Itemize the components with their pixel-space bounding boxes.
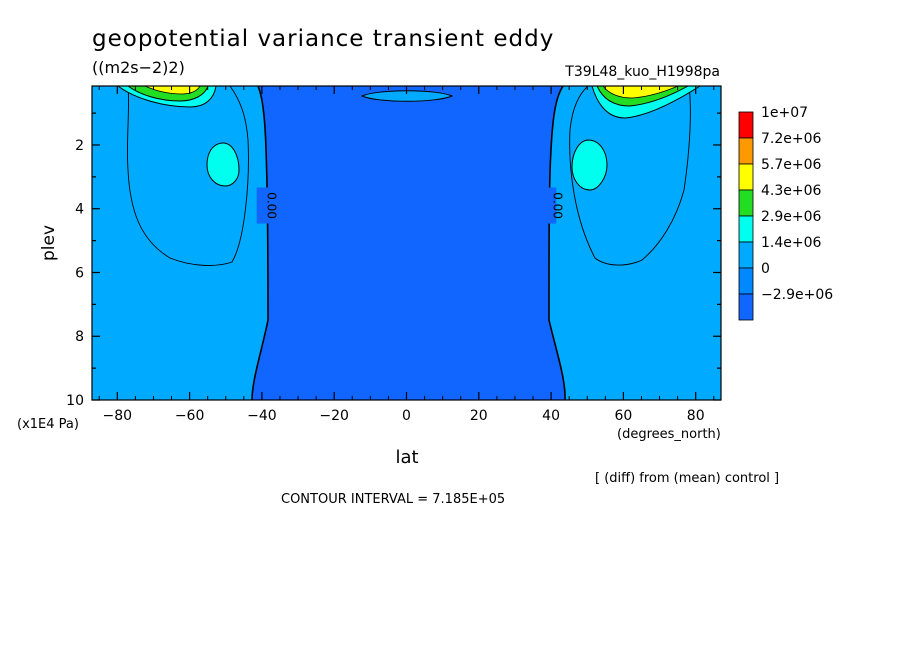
contour-plot-area: [92, 86, 721, 400]
upper-center-low-fill: [360, 90, 454, 102]
left-zero-contour: [251, 86, 269, 400]
chart-title: geopotential variance transient eddy: [92, 26, 554, 52]
contour-label-bg: [256, 187, 271, 224]
legend-level-label: 4.3e+06: [761, 183, 822, 199]
x-tick-label: −40: [247, 408, 277, 424]
right-contour-line: [569, 86, 691, 266]
x-tick-label: −80: [103, 408, 133, 424]
x-axis-title: lat: [395, 447, 418, 468]
legend-level-label: 5.7e+06: [761, 157, 822, 173]
y-tick-label: 6: [75, 265, 84, 281]
left-mid-fill: [206, 142, 240, 187]
legend-level-label: 7.2e+06: [761, 131, 822, 147]
contour-label-bg: [542, 187, 557, 224]
right-zero-contour: [548, 86, 566, 400]
legend-swatch: [738, 215, 754, 243]
right-mid-fill: [571, 139, 608, 191]
y-axis-units: (x1E4 Pa): [17, 417, 79, 432]
legend-level-label: 0: [761, 261, 770, 277]
x-tick-label: 40: [542, 408, 560, 424]
left-contour-line: [126, 86, 249, 266]
x-tick-label: 20: [470, 408, 488, 424]
x-axis-units: (degrees_north): [617, 427, 721, 442]
left-yellow-fill: [144, 86, 201, 95]
legend-level-label: −2.9e+06: [761, 287, 833, 303]
legend-swatch: [738, 137, 754, 165]
y-tick-label: 4: [75, 202, 84, 218]
legend-swatch: [738, 241, 754, 269]
negative-fill-region: [252, 86, 566, 400]
legend-level-label: 1e+07: [761, 105, 808, 121]
y-tick-label: 10: [66, 393, 84, 409]
y-tick-label: 8: [75, 329, 84, 345]
x-tick-label: 80: [687, 408, 705, 424]
contour-label: 0.00: [265, 192, 279, 219]
contour-label: 0.00: [550, 192, 564, 219]
legend-swatch: [738, 189, 754, 217]
legend-swatch: [738, 111, 754, 139]
x-tick-label: −20: [319, 408, 349, 424]
legend-swatch: [738, 163, 754, 191]
legend-level-label: 1.4e+06: [761, 235, 822, 251]
chart-units: ((m2s−2)2): [92, 58, 185, 77]
y-axis-title: plev: [39, 225, 59, 261]
x-tick-label: −60: [175, 408, 205, 424]
x-tick-label: 0: [402, 408, 411, 424]
experiment-label: T39L48_kuo_H1998pa: [564, 64, 720, 80]
legend-swatch: [738, 267, 754, 295]
color-legend: 1e+07 7.2e+06 5.7e+06 4.3e+06 2.9e+06 1.4e+06…: [738, 105, 833, 321]
difference-note: [ (diff) from (mean) control ]: [595, 471, 779, 486]
contour-interval-note: CONTOUR INTERVAL = 7.185E+05: [281, 492, 505, 507]
y-tick-label: 2: [75, 138, 84, 154]
legend-swatch: [738, 293, 754, 321]
x-tick-label: 60: [614, 408, 632, 424]
legend-level-label: 2.9e+06: [761, 209, 822, 225]
